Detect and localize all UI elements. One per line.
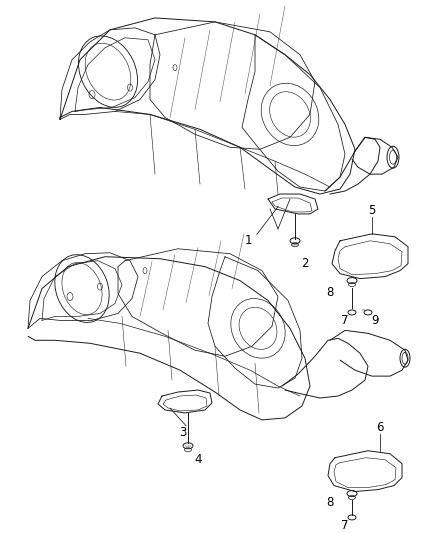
Text: 8: 8	[326, 496, 334, 509]
Text: 2: 2	[301, 257, 309, 270]
Text: 1: 1	[244, 235, 252, 247]
Text: 9: 9	[371, 314, 379, 327]
Text: 5: 5	[368, 205, 376, 217]
Text: 7: 7	[341, 314, 349, 327]
Text: 4: 4	[194, 453, 202, 466]
Text: 7: 7	[341, 519, 349, 532]
Text: 3: 3	[179, 426, 187, 439]
Text: 6: 6	[376, 422, 384, 434]
Text: 8: 8	[326, 286, 334, 299]
